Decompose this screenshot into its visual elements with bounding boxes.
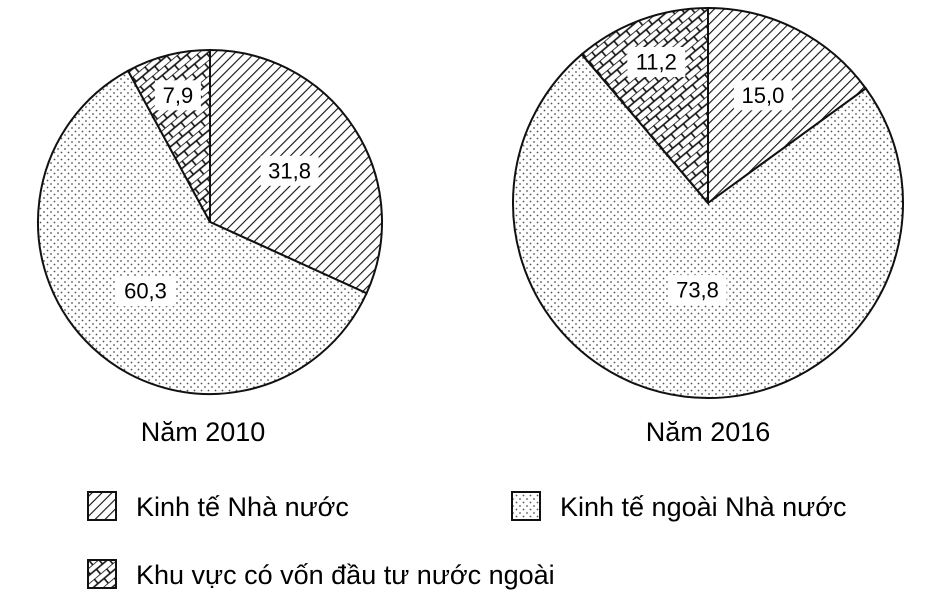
pie-2016: 15,0 73,8 11,2 Năm 2016 — [512, 6, 904, 447]
pie-2010-label-nha-nuoc-text: 31,8 — [268, 158, 311, 183]
pie-2010-label-ngoai-nha-nuoc-bg — [116, 276, 175, 307]
pie-2010-label-fdi-text: 7,9 — [163, 83, 194, 108]
pie-2010-label-ngoai-nha-nuoc: 60,3 — [116, 276, 175, 307]
pie-2010-slice-ngoai-nha-nuoc — [36, 69, 368, 396]
legend-swatch-hatch — [87, 491, 117, 521]
pie-2016-label-ngoai-nha-nuoc: 73,8 — [668, 275, 727, 306]
pie-2016-label-nha-nuoc: 15,0 — [733, 80, 792, 111]
pie-2010-label-ngoai-nha-nuoc-text: 60,3 — [124, 279, 167, 304]
pie-2016-caption: Năm 2016 — [646, 417, 771, 447]
legend-label-nha-nuoc: Kinh tế Nhà nước — [136, 492, 349, 522]
legend-label-fdi: Khu vực có vốn đầu tư nước ngoài — [136, 560, 555, 590]
pie-2010-label-nha-nuoc-bg — [260, 155, 319, 186]
pie-2016-label-fdi-text: 11,2 — [636, 50, 677, 75]
legend-item-nha-nuoc: Kinh tế Nhà nước — [87, 491, 349, 522]
legend-label-ngoai-nha-nuoc: Kinh tế ngoài Nhà nước — [560, 492, 846, 522]
pie-2010: 31,8 60,3 7,9 Năm 2010 — [36, 48, 383, 447]
legend-item-fdi: Khu vực có vốn đầu tư nước ngoài — [87, 559, 555, 590]
legend-swatch-dots — [511, 491, 541, 521]
pie-2016-label-fdi-bg — [627, 47, 686, 77]
pie-2010-caption: Năm 2010 — [141, 417, 266, 447]
pie-2016-label-nha-nuoc-bg — [733, 80, 792, 111]
legend-swatch-brick — [87, 559, 117, 589]
pie-2010-label-fdi: 7,9 — [154, 80, 201, 111]
pie-2016-slice-ngoai-nha-nuoc — [512, 52, 904, 399]
pie-2010-label-nha-nuoc: 31,8 — [260, 155, 319, 186]
legend: Kinh tế Nhà nước Kinh tế ngoài Nhà nước … — [87, 491, 846, 590]
pie-2016-label-nha-nuoc-text: 15,0 — [741, 83, 784, 108]
pie-2016-label-ngoai-nha-nuoc-bg — [668, 275, 727, 306]
legend-item-ngoai-nha-nuoc: Kinh tế ngoài Nhà nước — [511, 491, 846, 522]
pie-2010-label-fdi-bg — [154, 80, 201, 111]
pie-2016-label-ngoai-nha-nuoc-text: 73,8 — [676, 278, 719, 303]
pie-2016-label-fdi: 11,2 — [627, 47, 686, 77]
